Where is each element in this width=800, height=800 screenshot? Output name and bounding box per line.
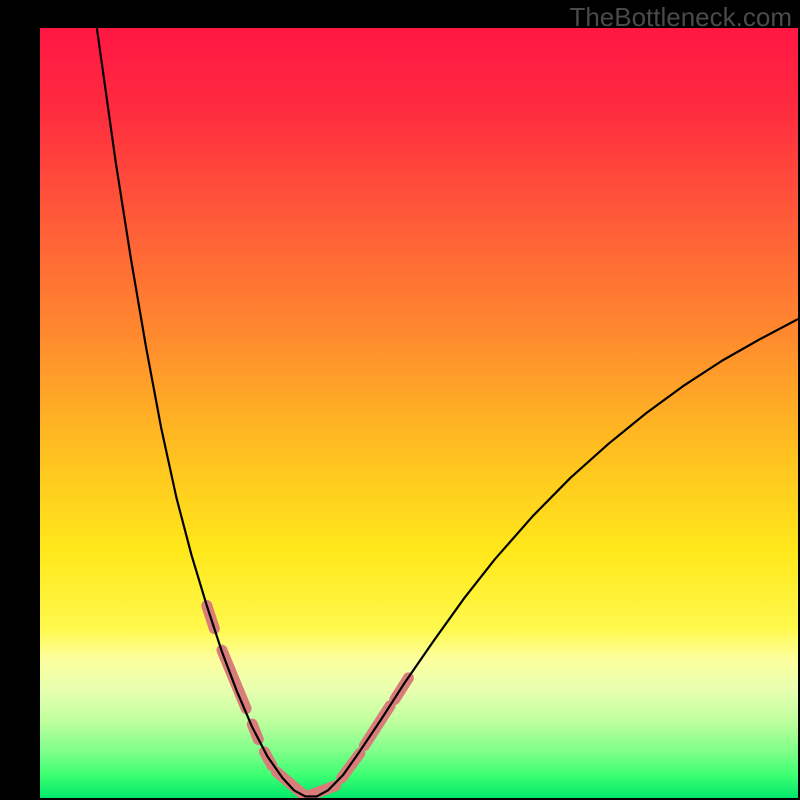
- watermark-text: TheBottleneck.com: [569, 2, 792, 33]
- plot-area: [40, 28, 798, 798]
- bottleneck-chart: TheBottleneck.com: [0, 0, 800, 800]
- chart-svg: [40, 28, 798, 798]
- gradient-background: [40, 28, 798, 798]
